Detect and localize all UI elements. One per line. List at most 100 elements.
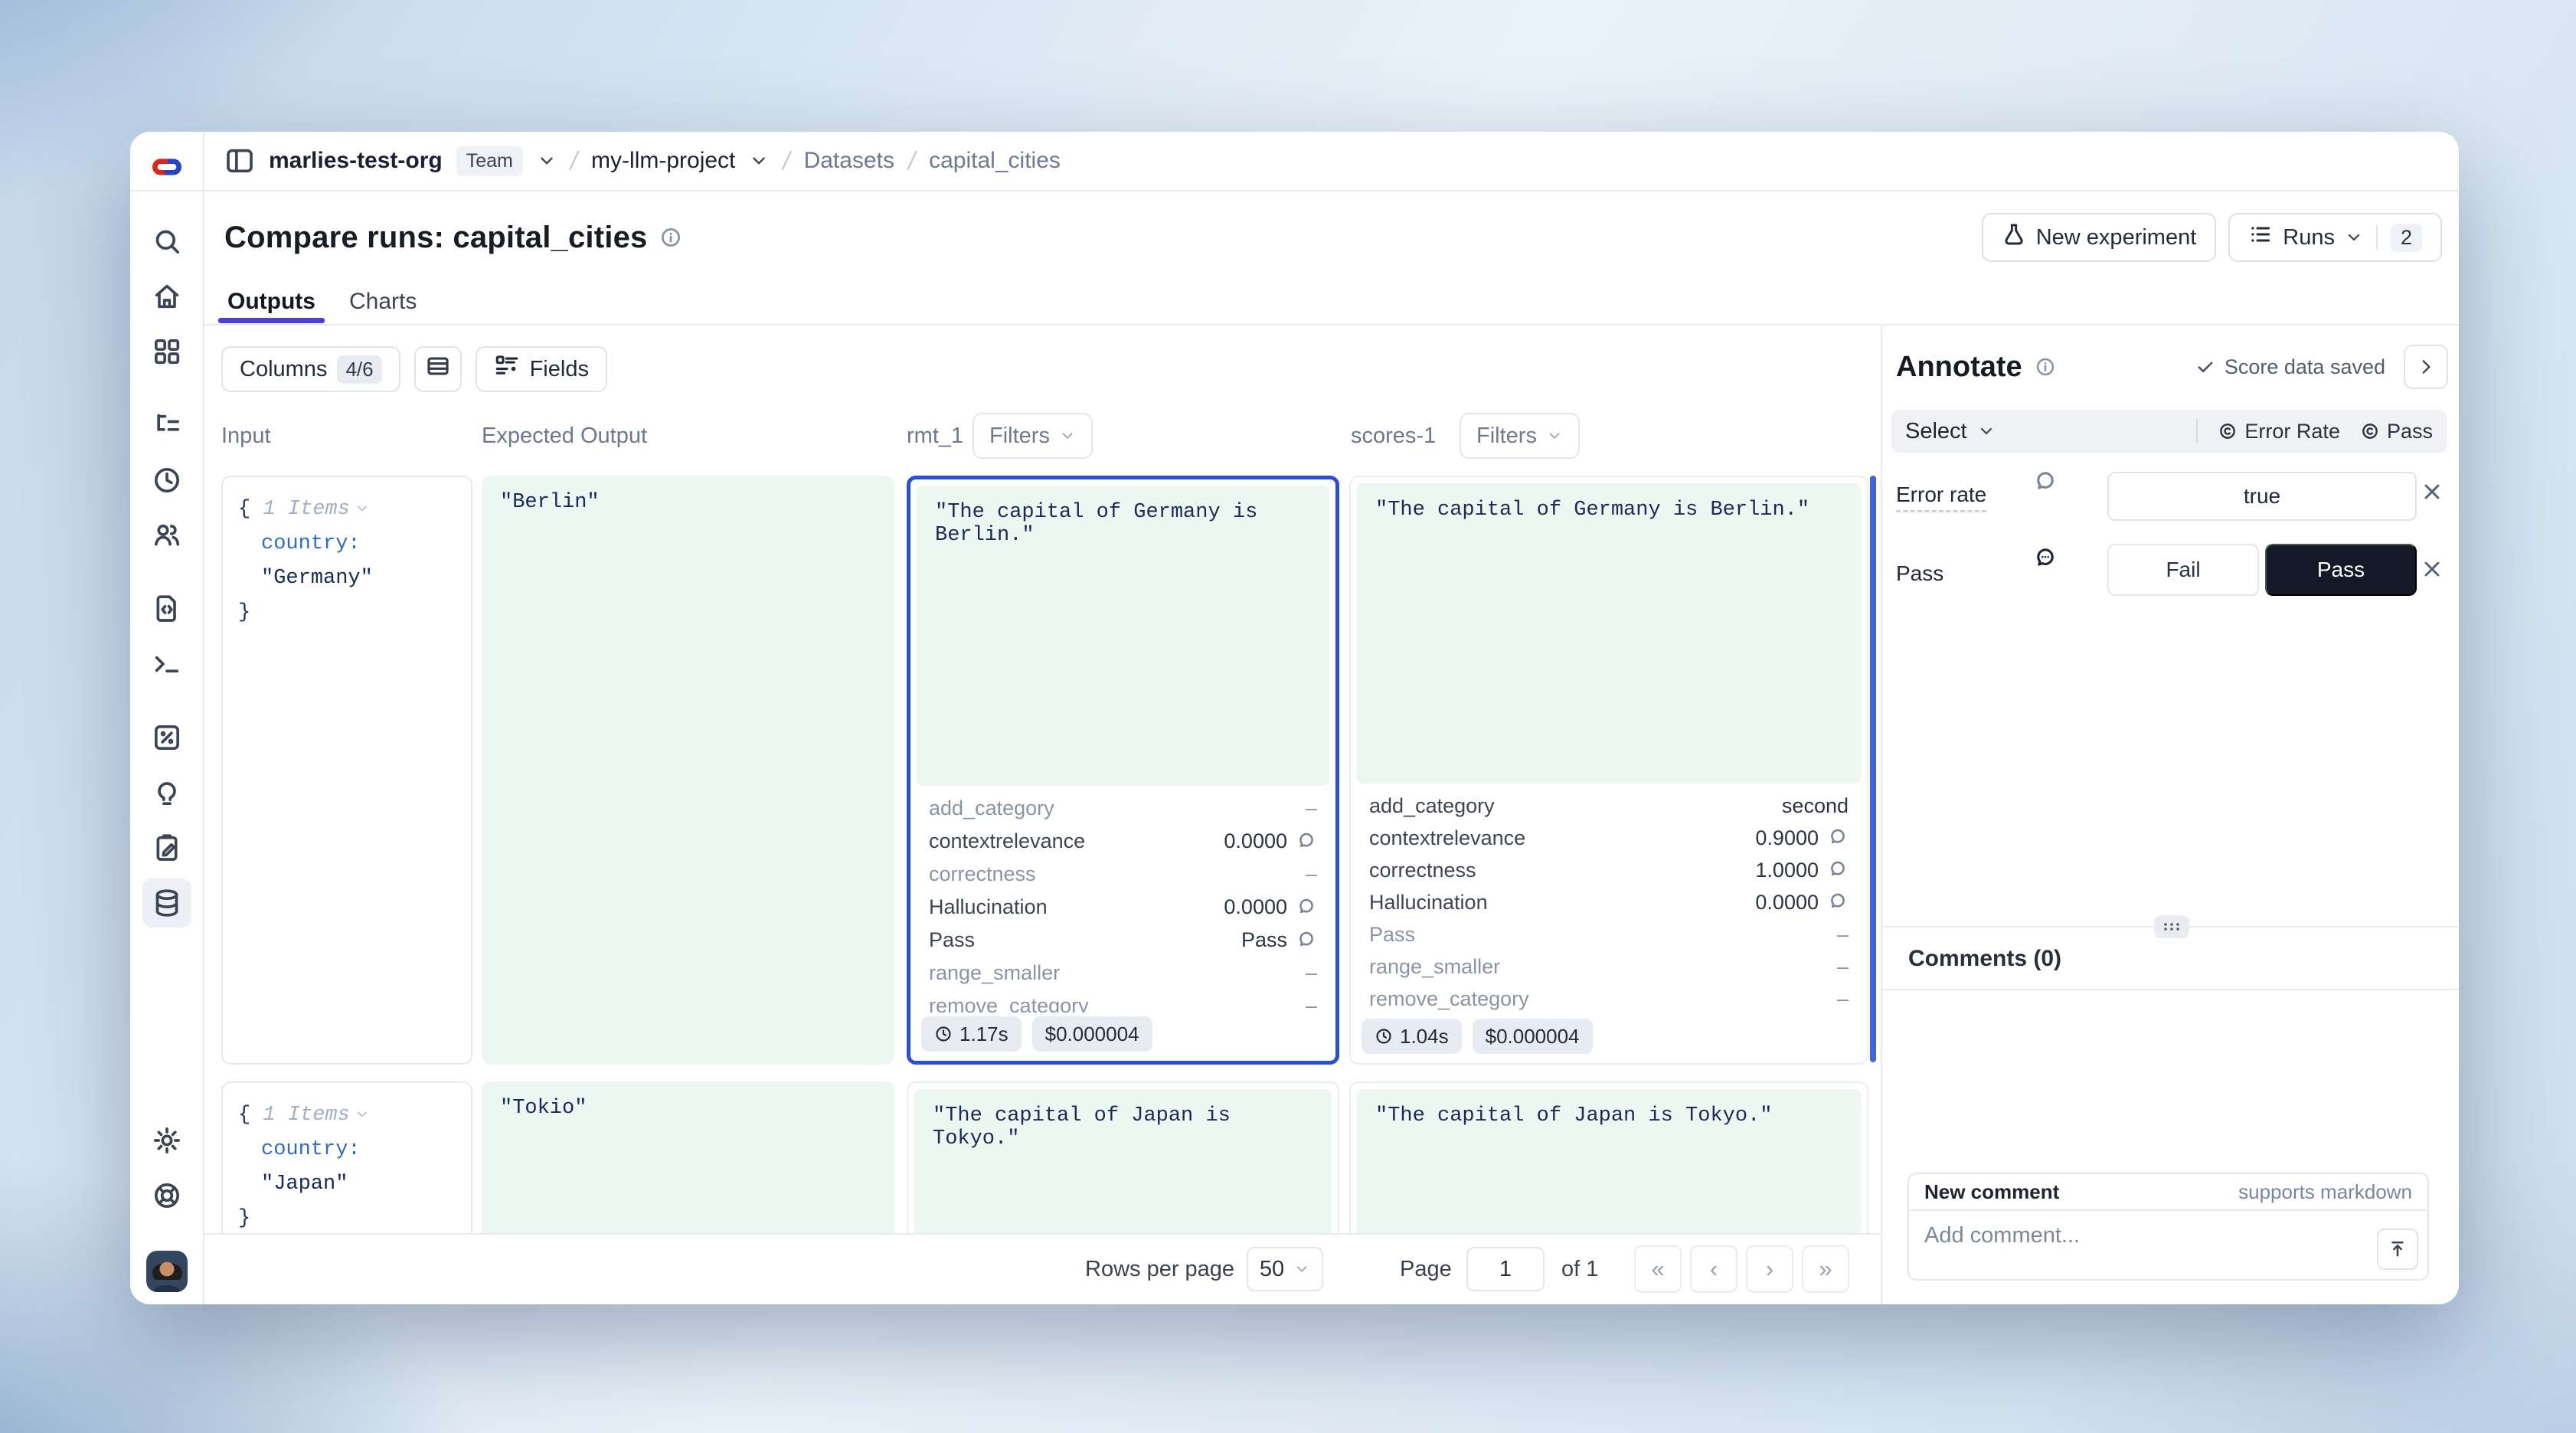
runs-count-badge: 2 (2390, 223, 2422, 252)
last-page-button[interactable]: » (1802, 1245, 1849, 1293)
chevron-down-icon[interactable] (355, 501, 370, 516)
breadcrumb-org[interactable]: marlies-test-org (269, 148, 443, 173)
clear-pass-icon[interactable] (2420, 557, 2444, 585)
comment-bubble-icon[interactable] (1827, 859, 1849, 881)
history-icon[interactable] (142, 456, 191, 505)
fields-button[interactable]: Fields (475, 346, 607, 392)
comment-bubble-icon[interactable] (1827, 827, 1849, 849)
breadcrumb-project[interactable]: my-llm-project (591, 148, 736, 173)
ideas-icon[interactable] (142, 768, 191, 817)
vertical-scrollbar[interactable] (1870, 476, 1876, 1062)
columns-button[interactable]: Columns 4/6 (221, 346, 400, 392)
comment-bubble-icon[interactable] (1296, 897, 1317, 918)
upload-arrow-icon (2387, 1238, 2408, 1260)
terminal-icon[interactable] (142, 640, 191, 689)
divider (2375, 225, 2378, 250)
clear-error-rate-icon[interactable] (2420, 479, 2444, 508)
model-output-text: "The capital of Germany is Berlin." (1357, 483, 1861, 784)
collapse-panel-button[interactable] (2404, 345, 2448, 389)
new-comment-title: New comment (1924, 1179, 2060, 1203)
annotations-icon[interactable] (142, 823, 191, 872)
run1-output-cell-row1[interactable]: "The capital of Germany is Berlin." add_… (907, 476, 1339, 1065)
info-icon[interactable] (2035, 356, 2056, 378)
list-icon (2248, 222, 2273, 253)
trace-tree-icon[interactable] (142, 401, 191, 450)
chevron-down-icon (1059, 427, 1076, 444)
comment-bubble-icon[interactable] (2032, 469, 2058, 499)
rows-per-page-value: 50 (1259, 1256, 1285, 1281)
teams-icon[interactable] (142, 511, 191, 560)
clock-icon (1375, 1027, 1393, 1045)
model-output-text: "The capital of Japan is Tokyo." (1357, 1089, 1861, 1233)
scorer-select[interactable]: Select (1905, 419, 1996, 444)
table-rows-icon (425, 353, 451, 385)
breadcrumb-dataset[interactable]: capital_cities (929, 148, 1061, 173)
columns-count-badge: 4/6 (337, 355, 382, 384)
panel-toggle-icon[interactable] (224, 146, 255, 176)
sidebar (130, 132, 204, 1304)
rows-per-page-select[interactable]: 50 (1247, 1247, 1323, 1291)
new-experiment-button[interactable]: New experiment (1981, 213, 2217, 262)
datasets-icon[interactable] (142, 878, 191, 928)
json-items-count[interactable]: 1 Items (263, 498, 350, 521)
next-page-button[interactable]: › (1746, 1245, 1793, 1293)
info-icon[interactable] (659, 226, 682, 249)
org-logo-icon[interactable] (149, 144, 185, 190)
run2-output-cell-row1[interactable]: "The capital of Germany is Berlin." add_… (1349, 476, 1868, 1065)
filters-button-run1[interactable]: Filters (973, 413, 1093, 459)
comment-bubble-icon[interactable] (1296, 930, 1317, 951)
page-number-input[interactable]: 1 (1466, 1247, 1545, 1291)
runs-button[interactable]: Runs 2 (2228, 213, 2442, 262)
expected-output-cell-row1[interactable]: "Berlin" (482, 476, 894, 1065)
annotate-header: Annotate Score data saved (1896, 345, 2448, 389)
search-icon[interactable] (142, 217, 191, 266)
tab-charts[interactable]: Charts (348, 289, 417, 314)
input-cell-row1[interactable]: { 1 Items country: "Germany" } (221, 476, 472, 1065)
filters-label: Filters (1476, 423, 1537, 448)
filters-button-run2[interactable]: Filters (1460, 413, 1580, 459)
breadcrumb-separator: / (907, 146, 916, 175)
annotate-panel: Annotate Score data saved Select Error R… (1881, 326, 2459, 1304)
user-avatar[interactable] (145, 1251, 188, 1292)
first-page-button[interactable]: « (1634, 1245, 1682, 1293)
tab-outputs[interactable]: Outputs (218, 289, 325, 323)
chevron-down-icon[interactable] (537, 151, 557, 171)
scorer-chip-error-rate[interactable]: Error Rate (2218, 420, 2340, 443)
chevron-down-icon (1546, 427, 1563, 444)
pass-fail-button[interactable]: Fail (2107, 544, 2259, 596)
breadcrumb-datasets[interactable]: Datasets (803, 148, 894, 173)
prev-page-button[interactable]: ‹ (1690, 1245, 1737, 1293)
help-icon[interactable] (142, 1171, 191, 1220)
chevron-down-icon[interactable] (749, 151, 769, 171)
dashboard-icon[interactable] (142, 327, 191, 376)
check-icon (2195, 356, 2216, 378)
metric-row: remove_category – (929, 994, 1317, 1013)
run2-output-cell-row2[interactable]: "The capital of Japan is Tokyo." (1349, 1081, 1868, 1233)
column-header-expected: Expected Output (482, 423, 648, 448)
comment-input[interactable]: Add comment... (1924, 1223, 2081, 1248)
title-bar: Compare runs: capital_cities New experim… (204, 191, 2459, 283)
input-cell-row2[interactable]: { 1 Items country: "Japan" } (221, 1081, 472, 1233)
expected-output-cell-row2[interactable]: "Tokio" (482, 1081, 894, 1233)
pass-pass-button[interactable]: Pass (2265, 544, 2417, 596)
row-height-button[interactable] (414, 346, 462, 392)
chevron-down-icon[interactable] (355, 1107, 370, 1122)
comment-bubble-dots-icon[interactable] (2032, 546, 2058, 576)
comment-bubble-icon[interactable] (1827, 892, 1849, 913)
metric-row: range_smaller – (929, 961, 1317, 984)
run1-output-cell-row2[interactable]: "The capital of Japan is Tokyo." (907, 1081, 1339, 1233)
code-file-icon[interactable] (142, 584, 191, 633)
scorer-icon (2218, 421, 2238, 441)
json-items-count[interactable]: 1 Items (263, 1104, 350, 1127)
resize-handle[interactable] (2154, 915, 2189, 938)
home-icon[interactable] (142, 272, 191, 321)
panel-divider (1882, 989, 2459, 990)
comment-bubble-icon[interactable] (1296, 831, 1317, 852)
fields-label: Fields (529, 356, 589, 381)
submit-comment-button[interactable] (2377, 1229, 2418, 1270)
evaluations-icon[interactable] (142, 713, 191, 762)
scorer-chip-pass[interactable]: Pass (2360, 420, 2433, 443)
settings-icon[interactable] (142, 1116, 191, 1165)
scorer-select-bar: Select Error Rate Pass (1891, 410, 2447, 453)
error-rate-input[interactable]: true (2107, 472, 2417, 521)
